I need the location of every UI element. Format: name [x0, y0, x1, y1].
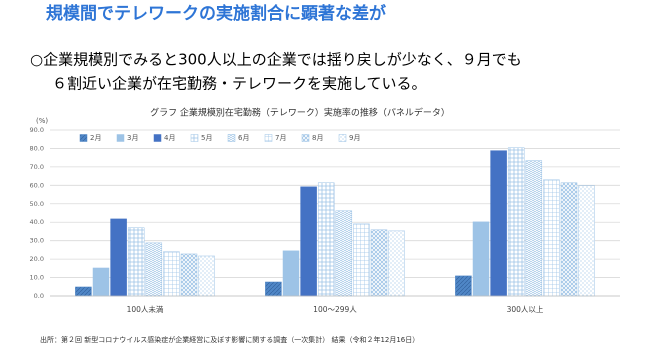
y-tick-label: 20.0: [30, 255, 44, 263]
legend-swatch: [338, 134, 347, 142]
legend-label: 7月: [275, 134, 286, 142]
x-tick-label: 300人以上: [507, 305, 544, 314]
bar: [472, 221, 490, 297]
bar: [543, 179, 560, 297]
bar: [370, 229, 388, 297]
legend-swatch: [264, 134, 273, 142]
legend-swatch: [190, 134, 199, 142]
legend-label: 9月: [349, 134, 360, 142]
bar: [388, 230, 405, 297]
bar: [110, 218, 127, 297]
chart-title: グラフ 企業規模別在宅勤務（テレワーク）実施率の推移（パネルデータ）: [150, 107, 450, 119]
y-tick-label: 0.0: [34, 292, 44, 300]
bar: [75, 286, 92, 297]
bullet-line: ○企業規模別でみると300人以上の企業では揺り戻しが少なく、９月でも: [30, 51, 522, 69]
legend-label: 8月: [312, 134, 323, 142]
legend-swatch: [227, 134, 236, 142]
y-tick-label: 80.0: [30, 144, 44, 152]
legend-swatch: [153, 134, 162, 142]
y-tick-label: 10.0: [30, 274, 44, 282]
legend-swatch: [79, 134, 88, 142]
bar: [198, 255, 215, 297]
bar: [578, 185, 595, 297]
y-tick-label: 40.0: [30, 218, 44, 226]
slide-title: 規模間でテレワークの実施割合に顕著な差が: [46, 3, 386, 24]
bar: [282, 250, 300, 297]
bar: [490, 150, 507, 297]
bar: [507, 147, 525, 297]
bar: [180, 253, 198, 297]
bar: [265, 281, 282, 297]
y-tick-label: 50.0: [30, 200, 44, 208]
y-tick-label: 70.0: [30, 163, 44, 171]
y-tick-label: 30.0: [30, 237, 44, 245]
bar: [455, 275, 472, 297]
legend-swatch: [116, 134, 125, 142]
bar: [127, 227, 145, 297]
bar: [525, 160, 543, 297]
legend-label: 6月: [238, 134, 249, 142]
legend-label: 4月: [164, 134, 175, 142]
bar: [92, 267, 110, 297]
bar: [353, 223, 370, 297]
bar: [145, 242, 163, 297]
legend-swatch: [301, 134, 310, 142]
bar: [300, 186, 317, 297]
bar: [163, 251, 180, 297]
y-tick-label: 60.0: [30, 181, 44, 189]
bar: [560, 182, 578, 297]
bar: [317, 182, 335, 297]
x-tick-label: 100〜299人: [313, 305, 357, 314]
x-tick-label: 100人未満: [127, 304, 164, 314]
y-axis-label: (%): [36, 117, 48, 125]
legend-label: 3月: [127, 134, 138, 142]
legend-label: 2月: [90, 134, 101, 142]
bar: [335, 210, 353, 297]
bullet-line: ６割近い企業が在宅勤務・テレワークを実施している。: [52, 75, 427, 93]
legend-label: 5月: [201, 134, 212, 142]
y-tick-label: 90.0: [30, 126, 44, 134]
source-note: 出所：第２回 新型コロナウイルス感染症が企業経営に及ぼす影響に関する調査（一次集…: [40, 335, 419, 344]
